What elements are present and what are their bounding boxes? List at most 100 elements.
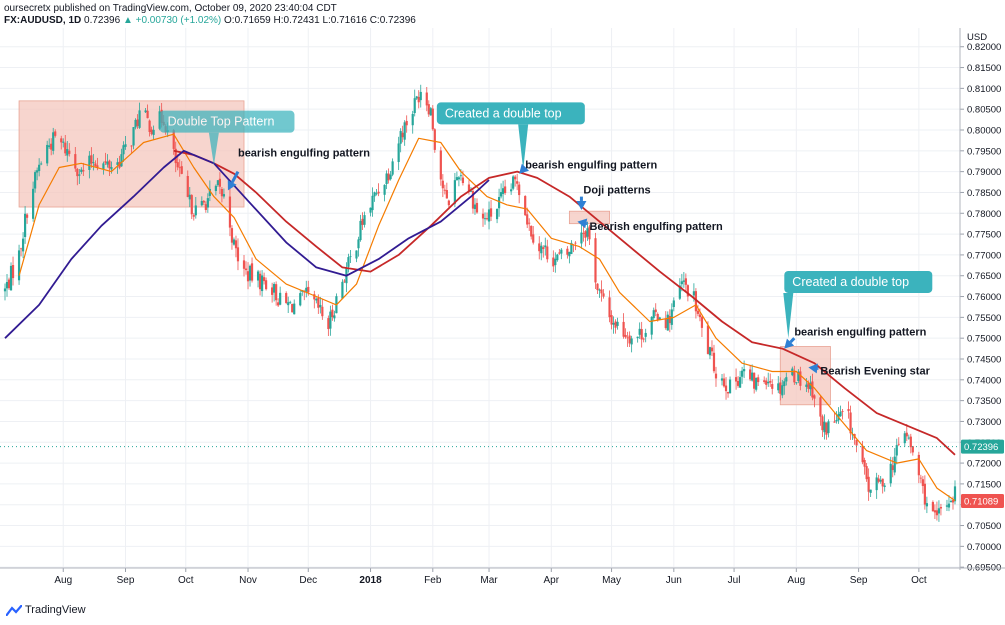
candle-body <box>188 194 191 200</box>
y-tick-label: 0.82000 <box>967 42 1001 53</box>
candle-body <box>530 225 533 237</box>
candle-body <box>554 258 557 266</box>
y-tick-label: 0.75000 <box>967 334 1001 345</box>
candle-body <box>769 380 772 383</box>
candle-body <box>108 160 111 169</box>
candle-body <box>397 143 400 163</box>
candle-body <box>600 289 603 294</box>
candle-body <box>642 338 645 340</box>
candle-body <box>467 184 471 192</box>
candle-body <box>783 381 786 387</box>
candle-body <box>186 175 189 197</box>
candle-body <box>413 98 416 114</box>
candle-body <box>62 141 65 143</box>
candle-body <box>495 208 499 220</box>
callout: Double Top Pattern <box>159 110 295 166</box>
candle-body <box>923 483 926 505</box>
tradingview-footer[interactable]: TradingView <box>6 604 86 616</box>
candle-body <box>341 281 344 299</box>
candle-body <box>644 332 647 337</box>
moving-averages <box>4 133 956 502</box>
candle-body <box>138 110 141 128</box>
candle-body <box>204 204 207 210</box>
publish-info: oursecretx published on TradingView.com,… <box>4 3 337 14</box>
candle-body <box>907 437 910 439</box>
candle-body <box>333 315 336 319</box>
candle-body <box>427 104 430 115</box>
candle-body <box>805 384 808 387</box>
candle-body <box>825 422 828 435</box>
candle-body <box>510 189 513 192</box>
candle-body <box>305 287 308 292</box>
candle-body <box>144 110 147 113</box>
candle-body <box>640 329 643 340</box>
candle-body <box>174 148 177 164</box>
candle-body <box>757 377 760 383</box>
callout-text: Double Top Pattern <box>168 115 275 129</box>
y-tick-label: 0.81000 <box>967 84 1001 95</box>
candle-body <box>891 465 894 471</box>
y-tick-label: 0.80000 <box>967 126 1001 137</box>
candle-body <box>80 169 83 173</box>
candle-body <box>64 142 67 154</box>
y-tick-label: 0.76000 <box>967 292 1001 303</box>
candle-body <box>38 164 41 171</box>
axes: 0.82000 0.81500 0.81000 0.80500 0.80000 0.795… <box>0 28 1005 586</box>
candle-body <box>385 173 388 185</box>
candle-body <box>102 163 105 170</box>
candle-body <box>795 382 798 384</box>
candle-body <box>236 247 240 262</box>
candle-body <box>321 306 324 317</box>
candle-body <box>501 188 505 194</box>
candle-body <box>190 195 193 215</box>
callout-box <box>159 110 295 133</box>
candle-body <box>46 144 49 164</box>
candle-body <box>9 265 13 291</box>
candle-body <box>598 289 601 291</box>
candle-body <box>755 377 758 390</box>
candle-body <box>813 395 816 399</box>
candle-body <box>246 271 250 282</box>
candle-body <box>150 129 153 135</box>
y-tick-label: 0.80500 <box>967 105 1001 116</box>
candle-body <box>248 265 252 281</box>
candle-body <box>514 176 517 180</box>
candle-body <box>52 132 55 151</box>
candle-body <box>299 293 302 306</box>
candle-body <box>935 510 939 516</box>
candle-body <box>5 282 9 289</box>
candle-body <box>433 129 436 150</box>
candle-body <box>588 226 591 240</box>
candle-body <box>741 370 744 377</box>
candle-body <box>158 111 161 129</box>
candle-body <box>122 145 125 155</box>
candle-body <box>377 191 380 194</box>
candle-body <box>481 213 485 219</box>
candle-body <box>714 373 718 379</box>
candle-body <box>678 285 681 299</box>
annotation-arrow-shaft <box>230 170 240 184</box>
symbol-label: FX:AUDUSD, 1D <box>4 15 82 26</box>
candle-body <box>375 193 378 195</box>
candle-body <box>431 108 434 130</box>
candle-body <box>120 154 123 167</box>
price-label: 0.71089 <box>964 497 998 508</box>
candle-body <box>636 336 639 339</box>
y-tick-label: 0.81500 <box>967 63 1001 74</box>
candle-body <box>455 177 459 181</box>
candle-body <box>909 436 912 448</box>
candle-body <box>807 382 810 389</box>
candle-body <box>781 385 784 396</box>
annotations: Double Top Pattern Created a double top Cr… <box>159 102 933 378</box>
candle-body <box>369 207 372 213</box>
candle-body <box>232 239 236 245</box>
candle-body <box>672 300 675 308</box>
candle-body <box>953 486 957 502</box>
annotation-arrow-shaft <box>789 337 796 344</box>
candle-body <box>88 155 91 170</box>
candle-body <box>307 286 310 293</box>
candle-body <box>176 162 179 168</box>
candle-body <box>355 250 358 259</box>
candle-body <box>469 190 473 192</box>
